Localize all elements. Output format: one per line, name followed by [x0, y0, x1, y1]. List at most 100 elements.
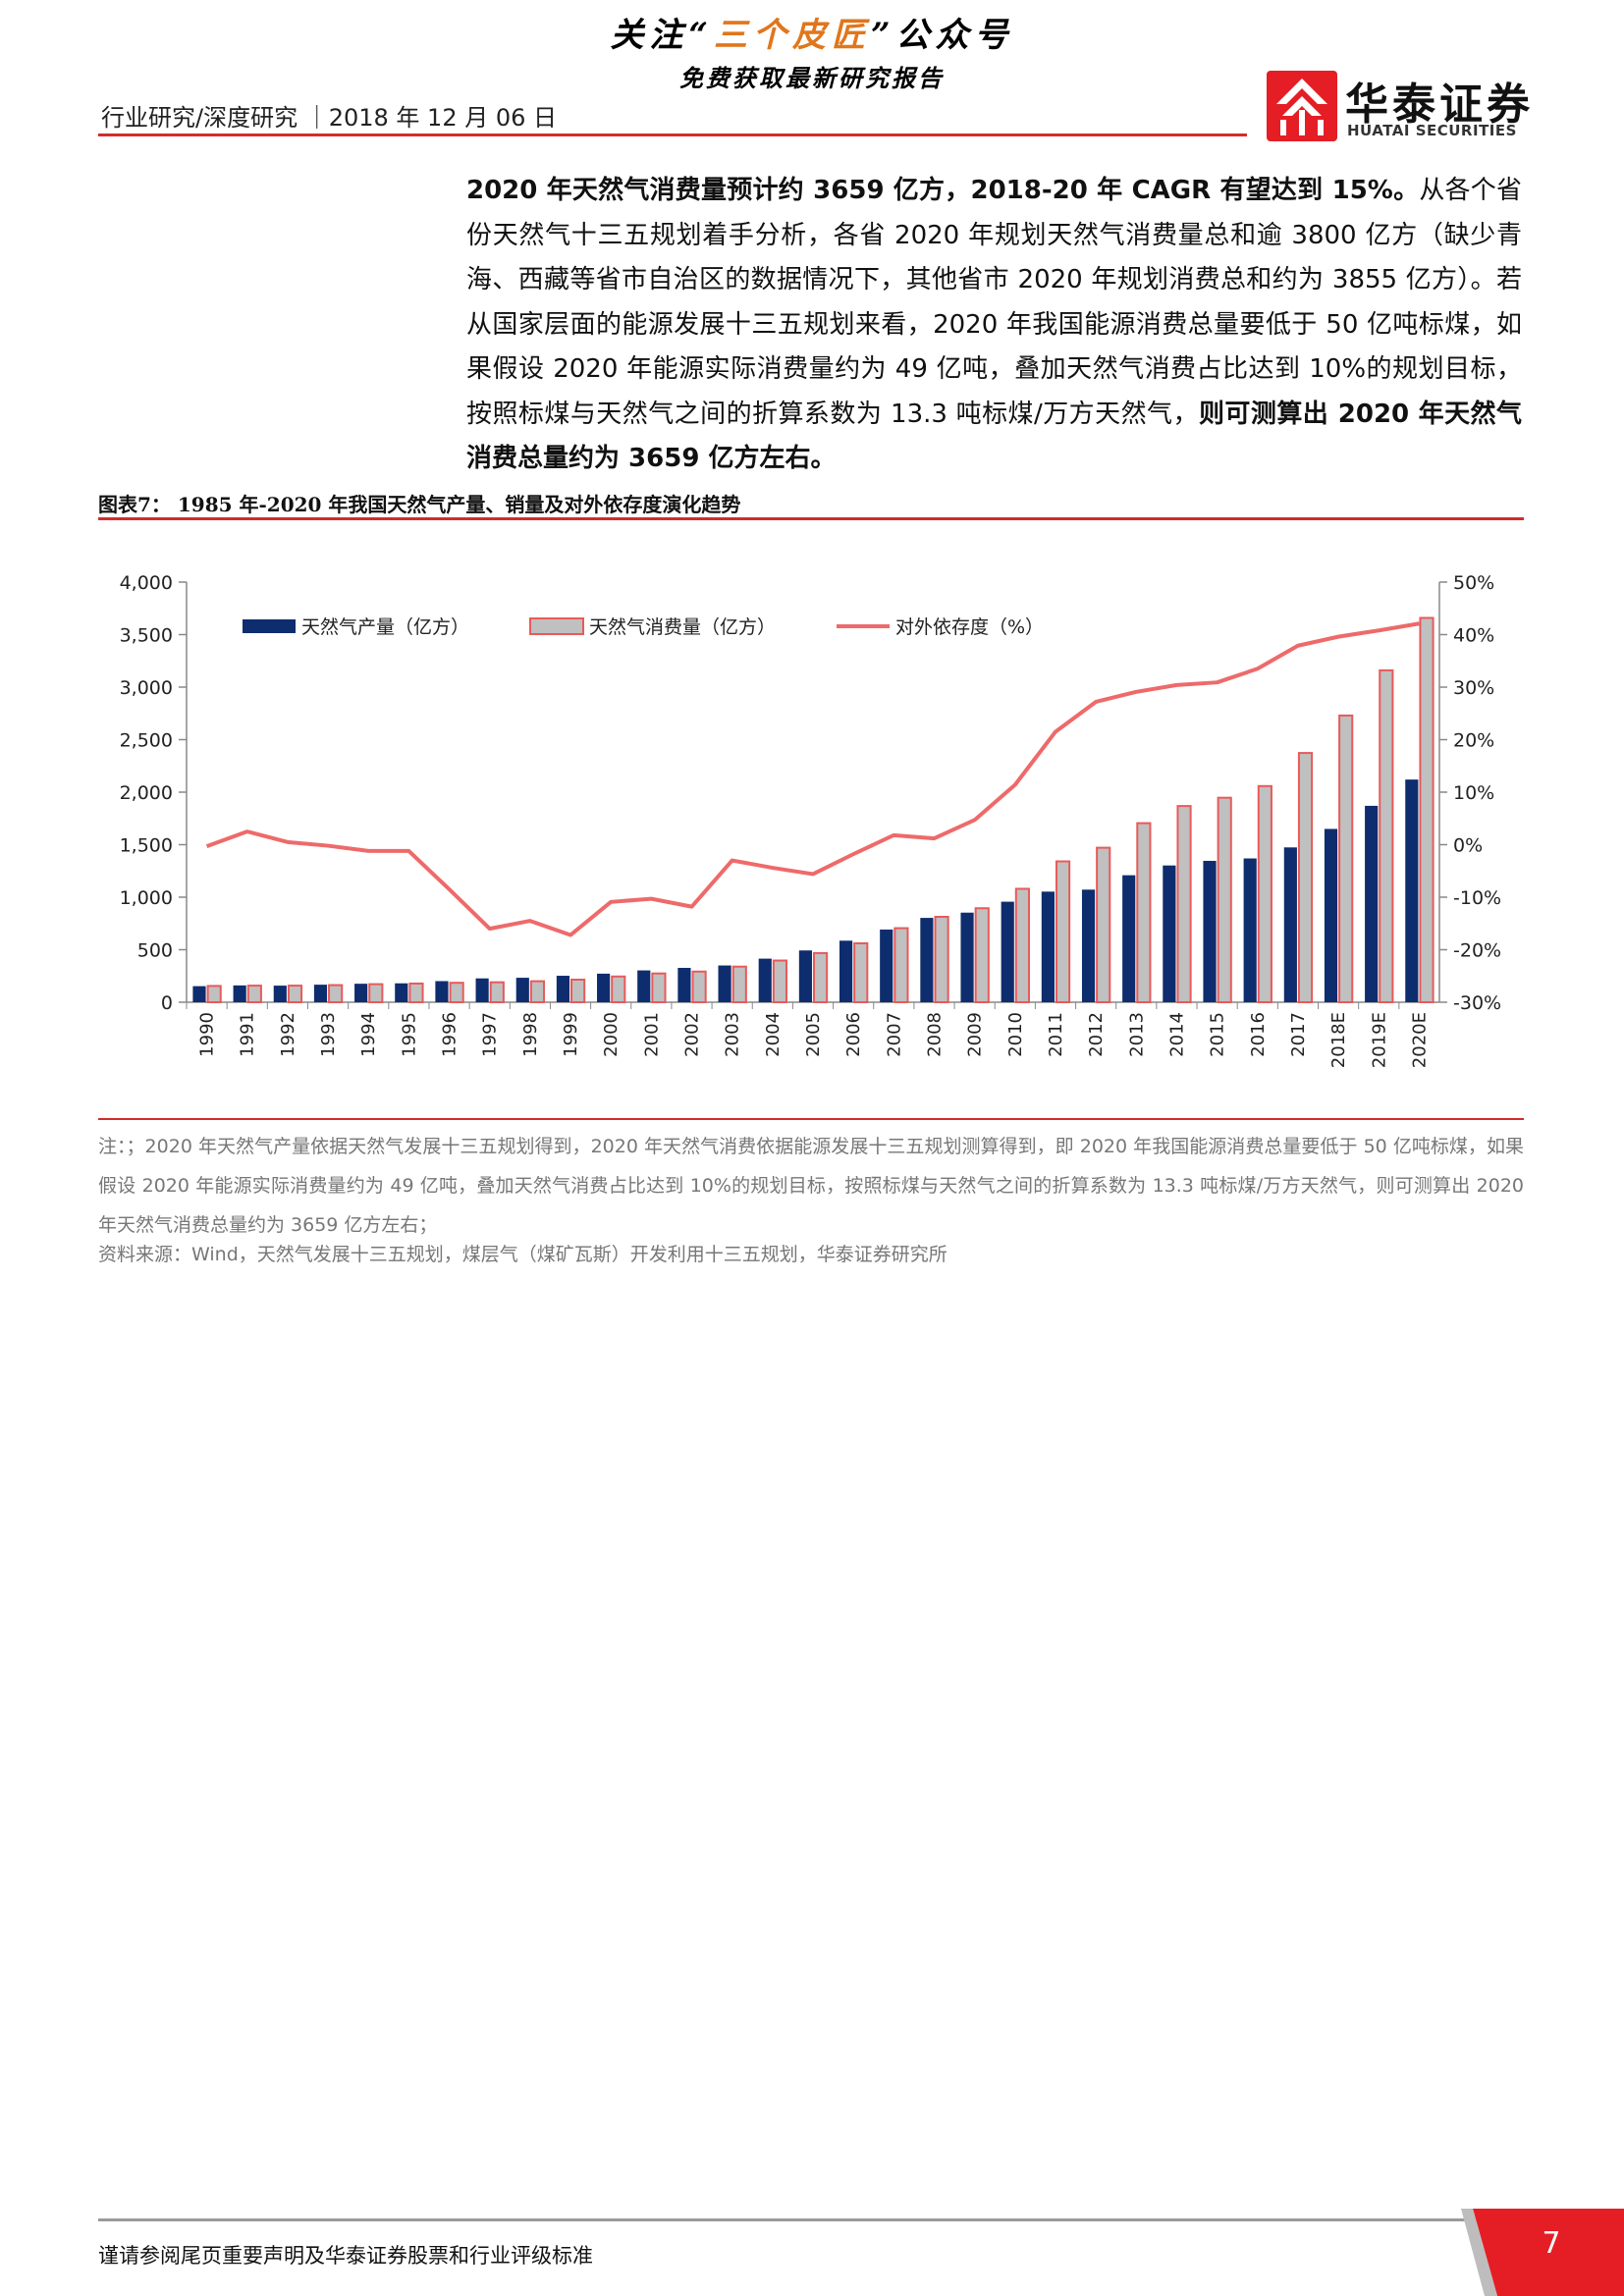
body-paragraph: 2020 年天然气消费量预计约 3659 亿方，2018-20 年 CAGR 有…	[466, 169, 1522, 482]
left-tick-label: 2,500	[120, 730, 173, 752]
consumption-bar	[731, 965, 747, 1003]
x-tick-label: 2019E	[1369, 1012, 1389, 1068]
consumption-bar	[1136, 822, 1152, 1003]
consumption-bar	[1176, 805, 1192, 1003]
production-bar	[515, 978, 529, 1002]
production-bar	[839, 940, 853, 1002]
x-tick-label: 2011	[1046, 1012, 1066, 1057]
production-bar	[435, 981, 449, 1002]
right-tick-label: 20%	[1453, 730, 1494, 752]
consumption-bar	[1379, 668, 1394, 1003]
consumption-bar	[529, 980, 546, 1004]
production-bar	[637, 970, 651, 1002]
consumption-bar	[1096, 846, 1111, 1003]
left-tick-label: 4,000	[120, 572, 173, 594]
right-tick-label: 30%	[1453, 677, 1494, 699]
x-tick-label: 2003	[723, 1012, 743, 1057]
production-bar	[1324, 828, 1338, 1002]
consumption-bar	[489, 981, 505, 1004]
x-tick-label: 1998	[520, 1012, 541, 1057]
x-tick-label: 2014	[1166, 1012, 1187, 1057]
consumption-bar	[772, 959, 788, 1003]
consumption-bar	[1419, 616, 1435, 1003]
figure-note: 注：；2020 年天然气产量依据天然气发展十三五规划得到，2020 年天然气消费…	[98, 1136, 1524, 1236]
production-bar	[475, 978, 489, 1002]
consumption-bar	[1055, 860, 1071, 1003]
x-tick-label: 1999	[561, 1012, 581, 1057]
consumption-bar	[1297, 752, 1314, 1003]
right-tick-label: -10%	[1453, 887, 1501, 909]
x-tick-label: 1991	[238, 1012, 258, 1057]
figure-title-divider	[98, 517, 1524, 520]
logo-name-en: HUATAI SECURITIES	[1347, 122, 1517, 139]
production-bar	[798, 950, 812, 1002]
production-bar	[1122, 875, 1136, 1002]
consumption-bar	[691, 970, 707, 1004]
legend-dependency-label: 对外依存度（%）	[895, 616, 1044, 638]
gas-chart: 0 500 1,000 1,500 2,000 2,500 3,000 3,500 4,000 -…	[120, 572, 1502, 1068]
production-bar	[677, 968, 691, 1002]
huatai-logo-icon	[1267, 71, 1337, 141]
x-tick-label: 1990	[197, 1012, 218, 1057]
production-bar	[880, 929, 893, 1002]
production-bar	[1405, 779, 1419, 1002]
x-tick-label: 2020E	[1409, 1012, 1430, 1068]
banner-subtitle: 免费获取最新研究报告	[679, 64, 945, 92]
production-bar	[1041, 891, 1055, 1002]
banner-highlight: 三个皮匠	[714, 16, 871, 55]
consumption-bar	[1014, 887, 1030, 1003]
consumption-bar	[651, 972, 667, 1004]
production-bar	[920, 918, 934, 1002]
production-bar	[1081, 889, 1096, 1002]
production-bar	[233, 985, 246, 1002]
x-tick-label: 1995	[399, 1012, 419, 1057]
legend-consumption-label: 天然气消费量（亿方）	[589, 616, 776, 638]
x-tick-label: 2010	[1005, 1012, 1026, 1057]
legend-production-swatch	[243, 619, 296, 633]
consumption-bar	[974, 907, 990, 1003]
huatai-logo: 华泰证券 HUATAI SECURITIES	[1267, 71, 1532, 141]
paragraph-body: 从各个省份天然气十三五规划着手分析，各省 2020 年规划天然气消费量总和逾 3…	[466, 176, 1522, 429]
legend-consumption-swatch	[529, 617, 584, 635]
production-bar	[1163, 865, 1176, 1002]
right-tick-label: 50%	[1453, 572, 1494, 594]
consumption-bar	[570, 978, 586, 1003]
x-tick-label: 2017	[1288, 1012, 1309, 1057]
consumption-bar	[1257, 784, 1272, 1003]
x-tick-label: 1996	[440, 1012, 460, 1057]
x-tick-label: 2005	[803, 1012, 824, 1057]
left-tick-label: 3,500	[120, 625, 173, 647]
consumption-bar	[853, 941, 869, 1003]
consumption-bar	[893, 927, 909, 1003]
consumption-bar	[611, 975, 626, 1004]
consumption-bar	[246, 985, 262, 1003]
x-tick-label: 1997	[480, 1012, 501, 1057]
production-bar	[192, 986, 206, 1002]
right-tick-label: 10%	[1453, 782, 1494, 804]
dependency-line	[205, 621, 1420, 937]
x-tick-label: 2004	[763, 1012, 784, 1057]
right-tick-label: 0%	[1453, 835, 1483, 857]
consumption-bar	[449, 982, 464, 1003]
consumption-bar	[287, 985, 303, 1003]
left-tick-label: 1,500	[120, 835, 173, 857]
left-tick-label: 0	[161, 992, 173, 1014]
right-tick-label: -30%	[1453, 992, 1501, 1014]
x-tick-label: 1994	[358, 1012, 379, 1057]
breadcrumb: 行业研究/深度研究 ｜2018 年 12 月 06 日	[101, 104, 558, 132]
production-bar	[556, 976, 570, 1002]
x-tick-label: 2016	[1248, 1012, 1269, 1057]
production-bar	[597, 973, 611, 1002]
legend-production-label: 天然气产量（亿方）	[301, 616, 469, 638]
x-tick-label: 1993	[318, 1012, 339, 1057]
x-tick-label: 2007	[884, 1012, 904, 1057]
x-tick-label: 2015	[1208, 1012, 1228, 1057]
x-tick-label: 2008	[924, 1012, 945, 1057]
x-tick-label: 2018E	[1328, 1012, 1349, 1068]
figure-source: 资料来源：Wind，天然气发展十三五规划，煤层气（煤矿瓦斯）开发利用十三五规划，…	[98, 1244, 947, 1265]
production-bar	[1283, 847, 1297, 1002]
left-tick-label: 3,000	[120, 677, 173, 699]
production-bar	[354, 984, 368, 1002]
paragraph-lead: 2020 年天然气消费量预计约 3659 亿方，2018-20 年 CAGR 有…	[466, 176, 1420, 205]
right-tick-label: -20%	[1453, 940, 1501, 962]
